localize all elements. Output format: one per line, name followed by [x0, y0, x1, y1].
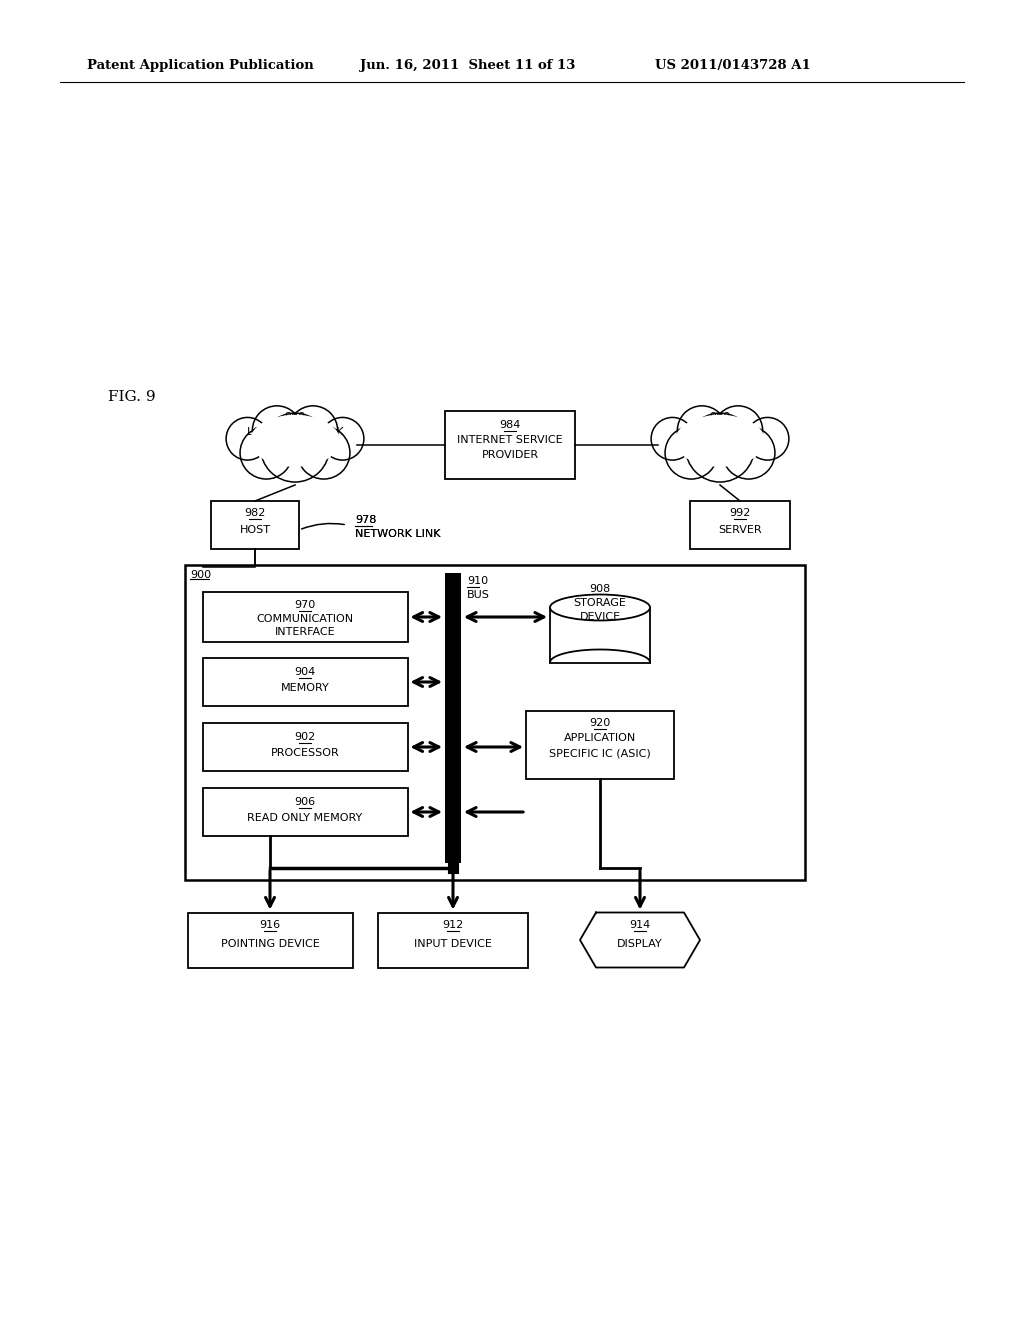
Text: 906: 906 [295, 797, 315, 807]
Text: INTERNET SERVICE: INTERNET SERVICE [457, 436, 563, 445]
Bar [690, 502, 790, 549]
Text: LOCAL NETWORK: LOCAL NETWORK [247, 426, 343, 437]
Bar [203, 788, 408, 836]
Bar [526, 711, 674, 779]
Circle shape [260, 413, 330, 482]
Text: 978: 978 [355, 515, 377, 525]
Bar [550, 607, 650, 663]
Circle shape [252, 405, 301, 455]
Circle shape [723, 426, 775, 479]
Ellipse shape [250, 414, 340, 467]
Text: Patent Application Publication: Patent Application Publication [87, 58, 313, 71]
Text: BUS: BUS [467, 590, 489, 601]
Text: READ ONLY MEMORY: READ ONLY MEMORY [248, 813, 362, 822]
Text: NETWORK LINK: NETWORK LINK [355, 529, 440, 539]
Circle shape [746, 417, 788, 461]
Bar [203, 723, 408, 771]
Ellipse shape [675, 414, 765, 467]
Bar [185, 565, 805, 880]
Text: 990: 990 [710, 412, 731, 422]
Text: POINTING DEVICE: POINTING DEVICE [220, 939, 319, 949]
Circle shape [297, 426, 350, 479]
Text: SPECIFIC IC (ASIC): SPECIFIC IC (ASIC) [549, 748, 651, 758]
Text: APPLICATION: APPLICATION [564, 733, 636, 743]
Bar [445, 411, 575, 479]
Text: 908: 908 [590, 585, 610, 594]
Text: 916: 916 [259, 920, 281, 931]
Text: 970: 970 [294, 601, 315, 610]
Text: HOST: HOST [240, 525, 270, 535]
Bar [378, 912, 528, 968]
Bar [187, 912, 352, 968]
Circle shape [677, 405, 727, 455]
Text: 910: 910 [467, 576, 488, 586]
Text: FIG. 9: FIG. 9 [108, 389, 156, 404]
Text: NETWORK LINK: NETWORK LINK [355, 529, 440, 539]
Polygon shape [580, 912, 700, 968]
Circle shape [651, 417, 694, 461]
Text: 978: 978 [355, 515, 377, 525]
Text: PROVIDER: PROVIDER [481, 450, 539, 459]
Text: 914: 914 [630, 920, 650, 931]
Text: 904: 904 [294, 667, 315, 677]
Text: 900: 900 [190, 570, 211, 579]
Text: PROCESSOR: PROCESSOR [270, 748, 339, 758]
Circle shape [685, 413, 755, 482]
Text: SERVER: SERVER [718, 525, 762, 535]
Text: Jun. 16, 2011  Sheet 11 of 13: Jun. 16, 2011 Sheet 11 of 13 [360, 58, 575, 71]
Text: DISPLAY: DISPLAY [617, 939, 663, 949]
Bar [211, 502, 299, 549]
Circle shape [240, 426, 293, 479]
Bar [203, 657, 408, 706]
Circle shape [714, 405, 763, 455]
Text: DEVICE: DEVICE [580, 612, 621, 623]
Bar [445, 573, 461, 863]
Circle shape [289, 405, 338, 455]
Text: 984: 984 [500, 420, 520, 430]
Text: 912: 912 [442, 920, 464, 931]
Text: 920: 920 [590, 718, 610, 729]
Circle shape [322, 417, 364, 461]
Bar [203, 591, 408, 642]
Text: INTERFACE: INTERFACE [274, 627, 335, 638]
Circle shape [226, 417, 268, 461]
Text: 980: 980 [285, 412, 305, 422]
Ellipse shape [550, 594, 650, 620]
Text: 982: 982 [245, 508, 265, 517]
Text: 992: 992 [729, 508, 751, 517]
Text: INTERNET: INTERNET [692, 426, 748, 437]
Text: US 2011/0143728 A1: US 2011/0143728 A1 [655, 58, 811, 71]
Text: INPUT DEVICE: INPUT DEVICE [414, 939, 492, 949]
Text: MEMORY: MEMORY [281, 682, 330, 693]
Text: STORAGE: STORAGE [573, 598, 627, 609]
Circle shape [665, 426, 718, 479]
Text: 902: 902 [294, 733, 315, 742]
Text: COMMUNICATION: COMMUNICATION [256, 614, 353, 624]
